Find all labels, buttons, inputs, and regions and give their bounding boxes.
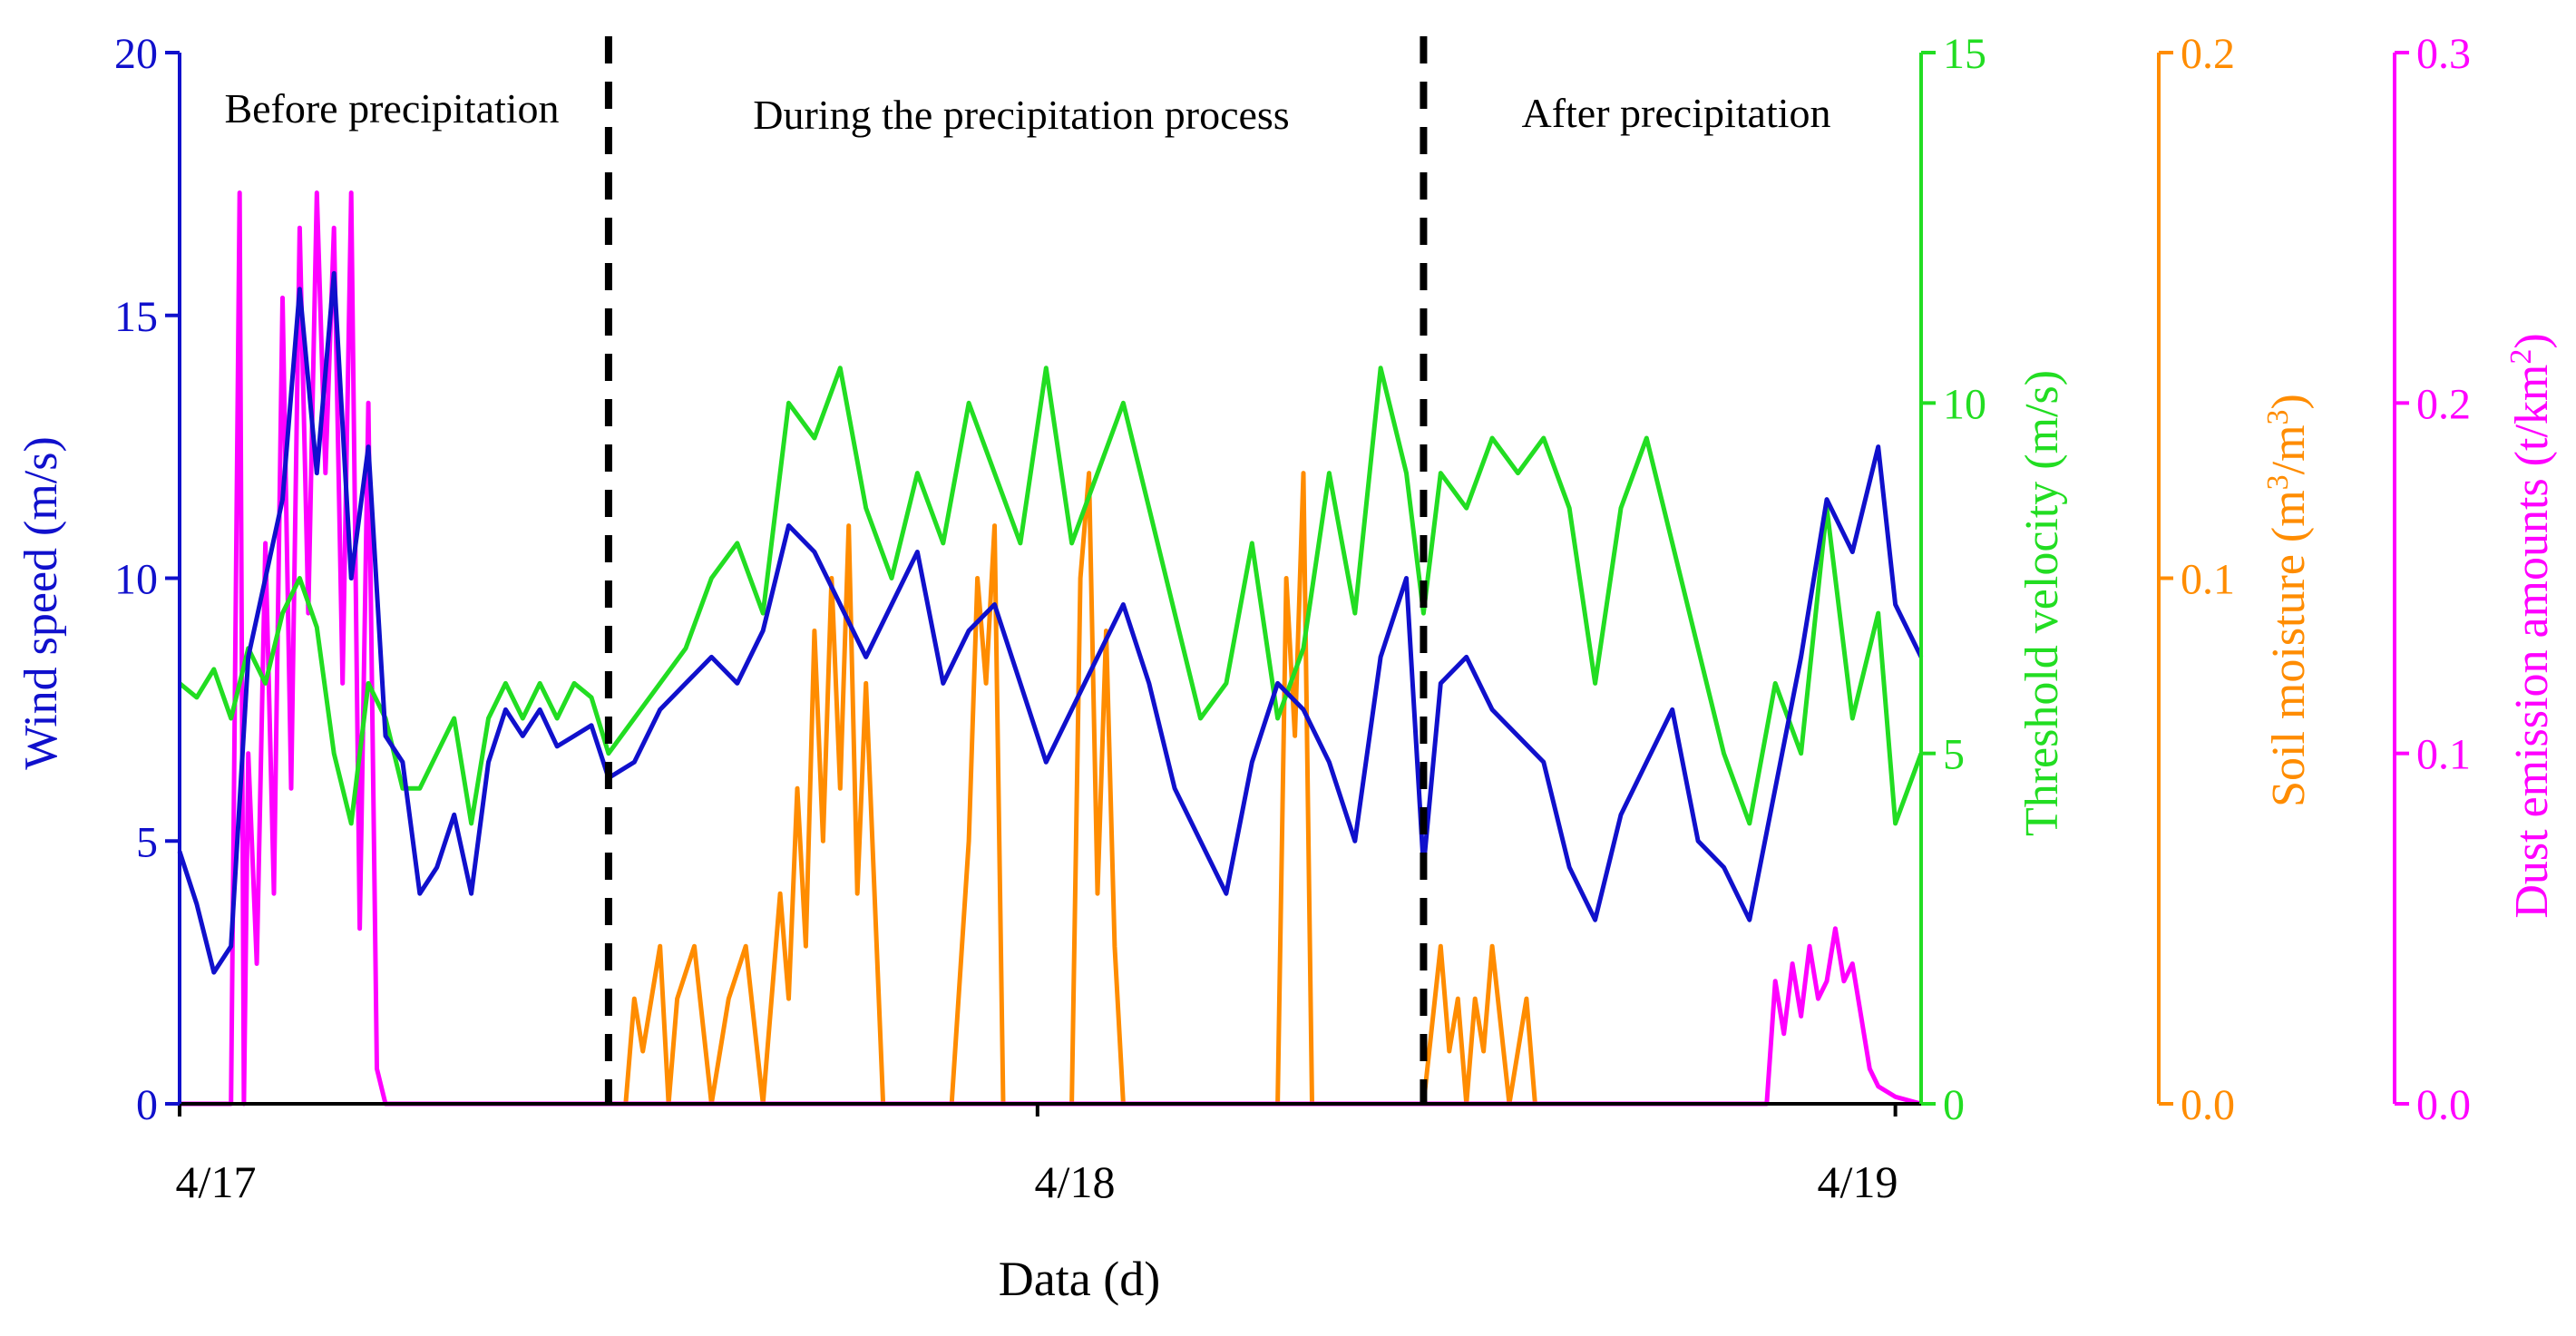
soil-axis-label: Soil moisture (m3/m3) xyxy=(2261,394,2316,807)
series-line-dust-emission-amounts xyxy=(180,190,1922,1107)
period-label-after: After precipitation xyxy=(1521,90,1830,136)
dust-tick-label-1: 0.1 xyxy=(2416,731,2471,779)
soil-tick-label-2: 0.2 xyxy=(2181,30,2235,78)
wind-tick-label-2: 10 xyxy=(114,556,158,604)
axes-layer: 0 5 10 15 20 0 5 10 15 0.0 0.1 0.2 0.0 0.1 0.2 0.3 xyxy=(114,30,2471,1129)
soil-label-end: ) xyxy=(2263,394,2315,409)
thr-tick-label-3: 15 xyxy=(1943,30,1986,78)
soil-label-mid: /m xyxy=(2263,424,2315,474)
dust-tick-label-3: 0.3 xyxy=(2416,30,2471,78)
thr-tick-label-2: 10 xyxy=(1943,380,1986,428)
soil-tick-label-1: 0.1 xyxy=(2181,556,2235,604)
thr-tick-label-1: 5 xyxy=(1943,731,1965,779)
wind-tick-label-1: 5 xyxy=(136,818,158,866)
thr-tick-label-0: 0 xyxy=(1943,1081,1965,1129)
x-axis-label: Data (d) xyxy=(999,1252,1160,1306)
threshold-axis-label: Threshold velocity (m/s) xyxy=(2016,370,2068,836)
period-label-during: During the precipitation process xyxy=(753,92,1289,138)
soil-tick-label-0: 0.0 xyxy=(2181,1081,2235,1129)
soil-label-sup2: 3 xyxy=(2261,409,2295,424)
x-tick-label-4-17: 4/17 xyxy=(176,1156,257,1207)
dust-axis-label: Dust emission amounts (t/km2) xyxy=(2504,333,2559,918)
series-line-threshold-velocity xyxy=(178,366,1924,826)
dust-label-sup: 2 xyxy=(2504,349,2538,365)
wind-axis-label: Wind speed (m/s) xyxy=(15,436,67,770)
x-tick-label-4-18: 4/18 xyxy=(1035,1156,1116,1207)
series-layer xyxy=(177,190,1924,1107)
wind-tick-label-0: 0 xyxy=(136,1081,158,1129)
soil-label-main: Soil moisture (m xyxy=(2263,490,2315,807)
soil-label-sup1: 3 xyxy=(2261,474,2295,490)
dust-label-main: Dust emission amounts (t/km xyxy=(2506,365,2558,919)
x-tick-label-4-19: 4/19 xyxy=(1818,1156,1898,1207)
dust-label-end: ) xyxy=(2506,333,2558,348)
period-label-before: Before precipitation xyxy=(224,85,559,132)
wind-tick-label-3: 15 xyxy=(114,293,158,341)
dust-tick-label-2: 0.2 xyxy=(2416,380,2471,428)
wind-tick-label-4: 20 xyxy=(114,30,158,78)
series-line-wind-speed xyxy=(177,270,1924,975)
dust-tick-label-0: 0.0 xyxy=(2416,1081,2471,1129)
